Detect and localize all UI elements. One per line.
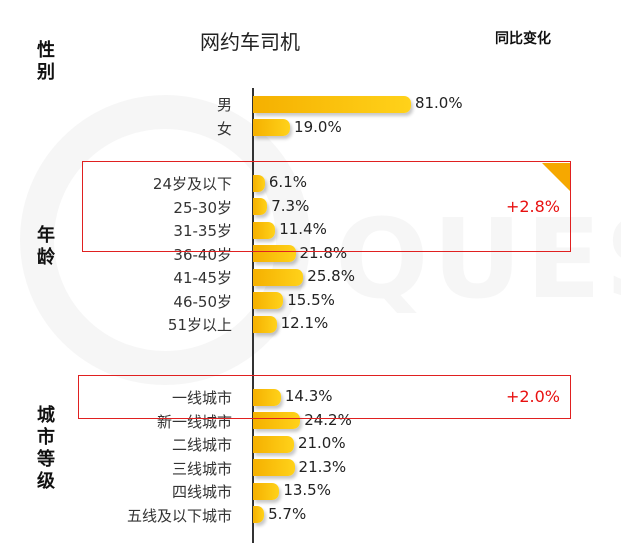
category-label: 四线城市 xyxy=(171,483,232,501)
chart-title: 网约车司机 xyxy=(200,30,300,54)
category-label: 24岁及以下 xyxy=(152,175,232,193)
change-column-title: 同比变化 xyxy=(495,31,551,47)
category-label: 25-30岁 xyxy=(173,198,232,217)
value-label: 13.5% xyxy=(283,481,331,499)
section-label: 年龄 xyxy=(37,225,55,268)
category-label: 二线城市 xyxy=(171,436,232,454)
bar xyxy=(253,268,304,286)
bar xyxy=(253,95,411,113)
category-label: 新一线城市 xyxy=(156,412,232,431)
bar xyxy=(253,435,294,453)
category-label: 一线城市 xyxy=(171,389,232,407)
bar xyxy=(253,459,295,476)
value-label: 6.1% xyxy=(268,173,307,191)
value-label: 25.8% xyxy=(307,267,355,285)
category-label: 男 xyxy=(216,96,232,114)
bar xyxy=(253,482,280,500)
value-label: 81.0% xyxy=(414,94,463,112)
bar xyxy=(253,506,265,523)
highlight-box xyxy=(78,375,571,419)
bar xyxy=(253,198,268,215)
category-label: 51岁以上 xyxy=(167,316,232,334)
value-label: 21.3% xyxy=(298,457,347,476)
highlight-box xyxy=(82,161,571,252)
value-label: 19.0% xyxy=(294,117,342,136)
change-label: +2.8% xyxy=(505,196,560,216)
category-label: 三线城市 xyxy=(171,459,232,478)
section-label: 性别 xyxy=(37,40,55,83)
bar xyxy=(253,221,276,239)
value-label: 21.8% xyxy=(299,243,348,262)
value-label: 5.7% xyxy=(268,504,307,523)
category-label: 46-50岁 xyxy=(173,292,232,311)
value-label: 7.3% xyxy=(271,196,310,215)
value-label: 14.3% xyxy=(284,387,333,405)
value-label: 12.1% xyxy=(280,314,329,332)
category-label: 女 xyxy=(216,119,232,138)
corner-marker xyxy=(541,162,570,191)
category-label: 36-40岁 xyxy=(173,245,232,264)
bar xyxy=(253,315,277,333)
bar xyxy=(253,174,265,192)
bar xyxy=(253,119,291,136)
value-label: 11.4% xyxy=(279,220,327,238)
bar xyxy=(253,245,296,262)
value-label: 24.2% xyxy=(304,410,352,429)
section-label: 城市等级 xyxy=(37,405,55,492)
bar xyxy=(253,292,284,309)
category-label: 41-45岁 xyxy=(173,269,232,287)
bar xyxy=(253,388,281,406)
bar xyxy=(253,412,301,429)
category-label: 31-35岁 xyxy=(173,222,232,240)
category-label: 五线及以下城市 xyxy=(126,506,232,525)
value-label: 15.5% xyxy=(287,290,335,309)
change-label: +2.0% xyxy=(505,387,560,406)
value-label: 21.0% xyxy=(297,434,346,452)
